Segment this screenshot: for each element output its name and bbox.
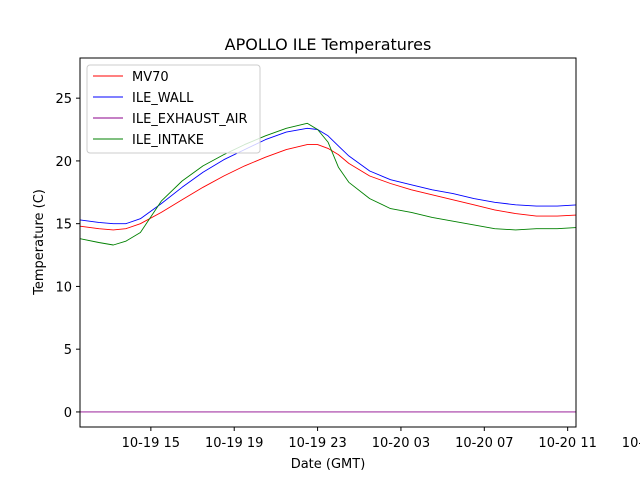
legend-label: ILE_INTAKE (132, 133, 204, 148)
legend-box (86, 64, 261, 154)
legend: MV70 ILE_WALL ILE_EXHAUST_AIR ILE_INTAKE (86, 64, 261, 154)
y-axis: 0 5 10 15 20 25 (55, 92, 80, 421)
y-tick-label: 5 (64, 343, 72, 358)
y-tick-label: 10 (55, 280, 72, 295)
y-tick-label: 20 (55, 155, 72, 170)
x-axis-title: Date (GMT) (291, 457, 366, 472)
x-tick-label: 10-19 15 (122, 436, 180, 451)
x-tick-label: 10-20 15 (622, 436, 640, 451)
series-line-ile-wall (80, 127, 576, 225)
y-tick-label: 15 (55, 218, 72, 233)
chart-title: APOLLO ILE Temperatures (225, 35, 432, 54)
legend-label: ILE_EXHAUST_AIR (132, 112, 248, 127)
x-tick-label: 10-20 11 (538, 436, 596, 451)
x-tick-label: 10-20 03 (372, 436, 430, 451)
series-line-mv70 (80, 144, 576, 231)
series-layer (80, 122, 576, 413)
x-tick-label: 10-20 07 (455, 436, 513, 451)
series-line-ile-intake (80, 122, 576, 246)
legend-label: ILE_WALL (132, 91, 194, 106)
x-tick-label: 10-19 23 (288, 436, 346, 451)
x-tick-label: 10-19 19 (205, 436, 263, 451)
y-tick-label: 0 (64, 406, 72, 421)
y-axis-title: Temperature (C) (32, 189, 47, 296)
legend-label: MV70 (132, 70, 169, 85)
plot-frame (79, 57, 577, 428)
y-tick-label: 25 (55, 92, 72, 107)
x-axis: 10-19 15 10-19 19 10-19 23 10-20 03 10-20 07… (122, 427, 640, 451)
